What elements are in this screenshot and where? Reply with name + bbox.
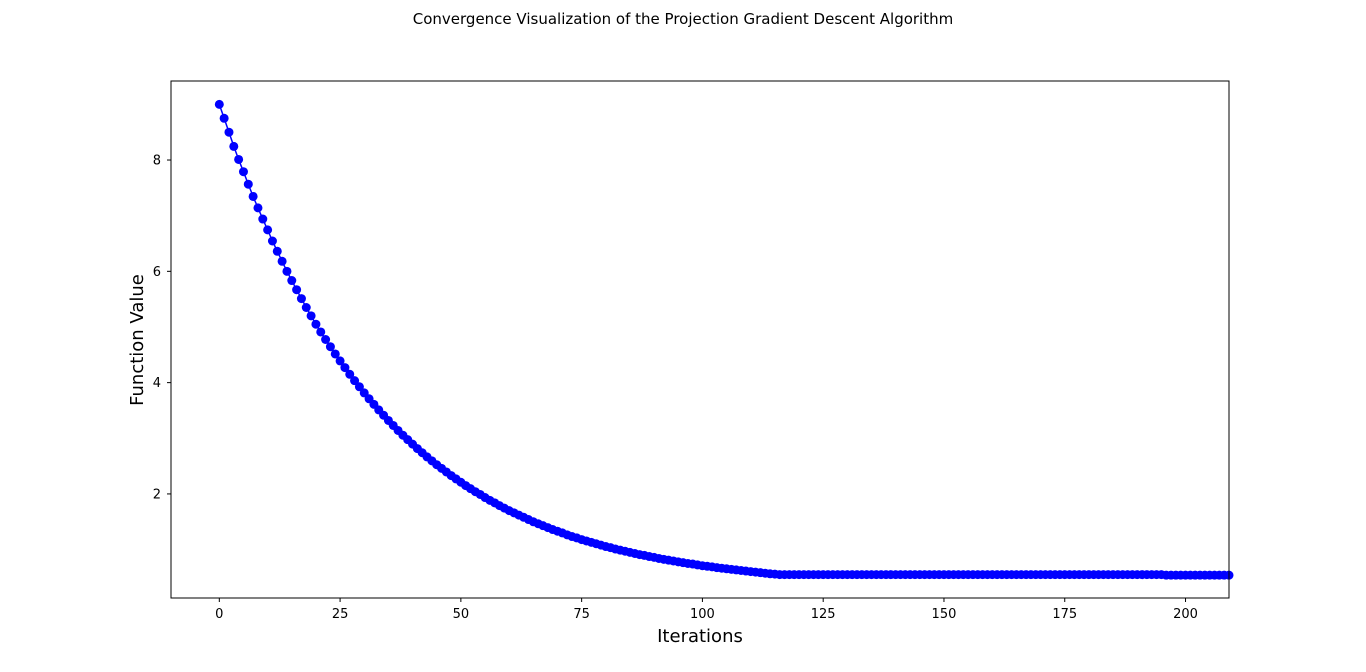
x-tick-label: 200	[1173, 607, 1198, 622]
x-tick-label: 75	[573, 607, 590, 622]
data-point	[219, 113, 229, 123]
y-axis: 2 4 6 8	[153, 154, 171, 502]
data-point	[238, 167, 248, 177]
x-tick-label: 125	[811, 607, 836, 622]
plot-frame	[170, 80, 1230, 599]
data-point	[301, 303, 311, 312]
data-point	[321, 335, 331, 344]
data-point	[243, 179, 253, 189]
data-point	[296, 294, 306, 304]
data-point	[287, 276, 297, 286]
y-tick-label: 8	[153, 154, 161, 169]
data-point	[316, 327, 326, 337]
data-point	[234, 154, 244, 164]
y-tick-label: 6	[153, 265, 161, 280]
data-point	[229, 141, 239, 151]
data-point	[340, 363, 350, 373]
data-point	[335, 356, 345, 366]
data-point	[263, 225, 273, 235]
x-tick-label: 25	[332, 607, 349, 622]
data-point	[345, 369, 355, 379]
data-point	[292, 285, 302, 295]
data-point	[325, 342, 335, 352]
data-point	[224, 127, 234, 137]
data-point	[253, 203, 263, 213]
data-point	[282, 266, 292, 276]
data-point	[258, 214, 268, 224]
series-line	[218, 104, 1229, 576]
chart-title: Convergence Visualization of the Project…	[413, 10, 953, 28]
data-point	[214, 99, 224, 109]
data-point	[248, 191, 258, 201]
x-tick-label: 50	[453, 607, 470, 622]
y-tick-label: 2	[153, 487, 161, 502]
data-point	[306, 311, 316, 321]
plot-layer	[214, 99, 1234, 580]
x-tick-label: 0	[215, 607, 223, 622]
y-axis-title: Function Value	[127, 274, 148, 406]
x-tick-label: 100	[690, 607, 715, 622]
data-point	[267, 236, 277, 246]
x-axis-title: Iterations	[657, 626, 743, 647]
x-tick-label: 175	[1052, 607, 1077, 622]
data-point	[330, 349, 340, 359]
data-point	[272, 246, 282, 256]
data-point	[350, 376, 360, 386]
x-axis: 0 25 50 75 100 125 150 175 200	[215, 598, 1198, 622]
y-tick-label: 4	[153, 376, 161, 391]
data-point	[354, 382, 364, 392]
x-tick-label: 150	[932, 607, 957, 622]
data-point	[311, 319, 321, 329]
data-point	[277, 256, 287, 266]
